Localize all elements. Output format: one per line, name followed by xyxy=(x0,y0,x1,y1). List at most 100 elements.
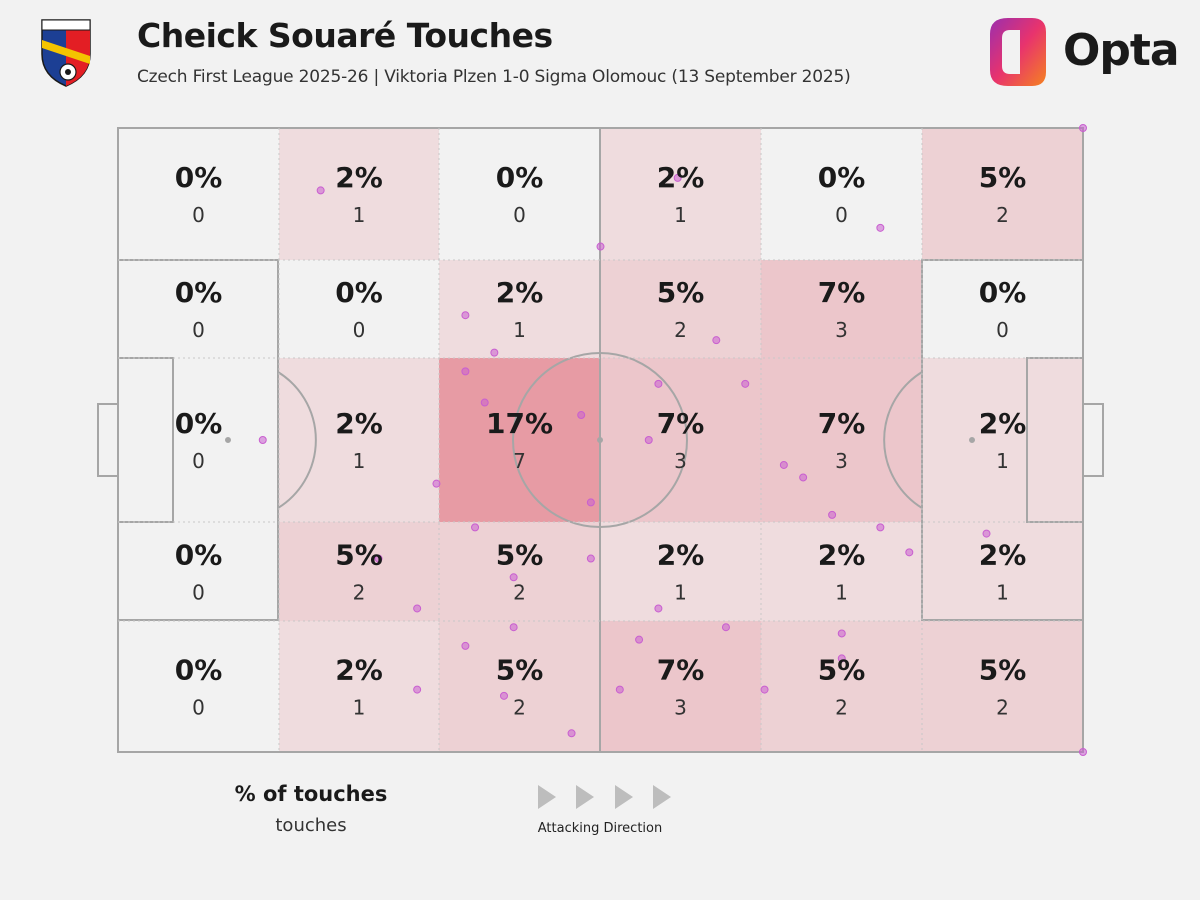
zone-count-label: 2 xyxy=(996,696,1009,720)
zone-cell-r1-c3 xyxy=(600,260,761,358)
zone-percent-label: 0% xyxy=(496,161,544,194)
zone-count-label: 1 xyxy=(353,696,366,720)
zone-percent-label: 0% xyxy=(175,276,223,309)
touch-point xyxy=(905,548,914,557)
zone-cell-r1-c4 xyxy=(761,260,922,358)
zone-count-label: 1 xyxy=(353,203,366,227)
touch-point xyxy=(615,685,624,694)
right-penalty-spot xyxy=(969,437,975,443)
touch-point xyxy=(461,311,470,320)
zone-cell-r1-c0 xyxy=(118,260,279,358)
touch-point xyxy=(654,379,663,388)
zone-count-label: 0 xyxy=(192,203,205,227)
zone-count-label: 1 xyxy=(674,581,687,605)
zone-count-label: 7 xyxy=(513,449,526,473)
touch-point xyxy=(741,379,750,388)
zone-count-label: 3 xyxy=(674,696,687,720)
zone-cell-r3-c4 xyxy=(761,522,922,621)
zone-cell-r0-c5 xyxy=(922,128,1083,260)
zone-percent-label: 0% xyxy=(979,276,1027,309)
zone-count-label: 1 xyxy=(996,449,1009,473)
left-penalty-arc xyxy=(277,371,317,509)
zone-percent-label: 5% xyxy=(496,539,544,572)
touch-point xyxy=(644,436,653,444)
page-subtitle: Czech First League 2025-26 | Viktoria Pl… xyxy=(137,67,851,87)
zone-percent-label: 5% xyxy=(335,539,383,572)
touch-point xyxy=(760,685,769,694)
touch-point xyxy=(480,398,489,407)
touch-point xyxy=(837,654,846,663)
left-penalty-spot xyxy=(225,437,231,443)
zone-count-label: 0 xyxy=(192,318,205,342)
touch-point xyxy=(374,554,383,563)
touch-point xyxy=(779,460,788,469)
zone-cell-r1-c2 xyxy=(439,260,600,358)
right-penalty-arc xyxy=(883,371,923,509)
touch-point xyxy=(721,623,730,632)
touch-point xyxy=(586,498,595,507)
zone-count-label: 2 xyxy=(513,696,526,720)
zone-count-label: 1 xyxy=(353,449,366,473)
touch-point xyxy=(432,479,441,488)
zone-count-label: 3 xyxy=(674,449,687,473)
zone-percent-label: 7% xyxy=(818,276,866,309)
zone-percent-label: 2% xyxy=(335,161,383,194)
touch-point xyxy=(654,604,663,613)
zone-count-label: 0 xyxy=(192,449,205,473)
zone-cell-r3-c5 xyxy=(922,522,1083,621)
zone-cell-r3-c0 xyxy=(118,522,279,621)
zone-count-label: 3 xyxy=(835,318,848,342)
touch-point xyxy=(258,436,267,444)
touch-point xyxy=(673,173,682,182)
right-goal xyxy=(1082,403,1104,477)
centre-circle xyxy=(512,352,688,528)
touch-point xyxy=(635,635,644,644)
zone-percent-label: 2% xyxy=(335,407,383,440)
zone-count-label: 2 xyxy=(996,203,1009,227)
zone-count-label: 1 xyxy=(513,318,526,342)
zone-cell-r2-c0 xyxy=(118,358,279,522)
zone-count-label: 0 xyxy=(513,203,526,227)
touch-point xyxy=(837,629,846,638)
zone-cell-r0-c0 xyxy=(118,128,279,260)
zone-percent-label: 5% xyxy=(979,654,1027,687)
zone-count-label: 2 xyxy=(674,318,687,342)
zone-cell-r1-c1 xyxy=(279,260,439,358)
zone-percent-label: 0% xyxy=(335,276,383,309)
attacking-direction-label: Attacking Direction xyxy=(537,821,663,836)
touch-point xyxy=(471,523,480,532)
zone-cell-r2-c1 xyxy=(279,358,439,522)
zone-percent-label: 7% xyxy=(657,407,705,440)
zone-cell-r0-c3 xyxy=(600,128,761,260)
centre-spot xyxy=(597,437,603,443)
zone-cell-r3-c3 xyxy=(600,522,761,621)
zone-percent-label: 2% xyxy=(657,539,705,572)
touch-point xyxy=(712,336,721,345)
touch-point xyxy=(577,411,586,420)
zone-percent-label: 2% xyxy=(979,539,1027,572)
zone-count-label: 2 xyxy=(513,581,526,605)
zone-count-label: 0 xyxy=(192,696,205,720)
zone-percent-label: 2% xyxy=(818,539,866,572)
zone-cell-r4-c1 xyxy=(279,621,439,752)
zone-percent-label: 7% xyxy=(818,407,866,440)
zone-cell-r2-c3 xyxy=(600,358,761,522)
zone-cell-r4-c2 xyxy=(439,621,600,752)
zone-percent-label: 5% xyxy=(818,654,866,687)
zone-percent-label: 0% xyxy=(818,161,866,194)
zone-count-label: 3 xyxy=(835,449,848,473)
zone-cell-r0-c2 xyxy=(439,128,600,260)
touch-point xyxy=(586,554,595,563)
legend-title: % of touches xyxy=(234,782,388,806)
zone-percent-label: 5% xyxy=(979,161,1027,194)
club-crest-logo xyxy=(41,19,91,87)
opta-wordmark: Opta xyxy=(1063,25,1180,76)
zone-count-label: 0 xyxy=(192,581,205,605)
zone-percent-label: 2% xyxy=(335,654,383,687)
touch-point xyxy=(509,623,518,632)
zone-cell-r0-c4 xyxy=(761,128,922,260)
touch-point xyxy=(828,510,837,519)
left-goal xyxy=(97,403,119,477)
zone-percent-label: 0% xyxy=(175,654,223,687)
touch-point xyxy=(876,223,885,232)
